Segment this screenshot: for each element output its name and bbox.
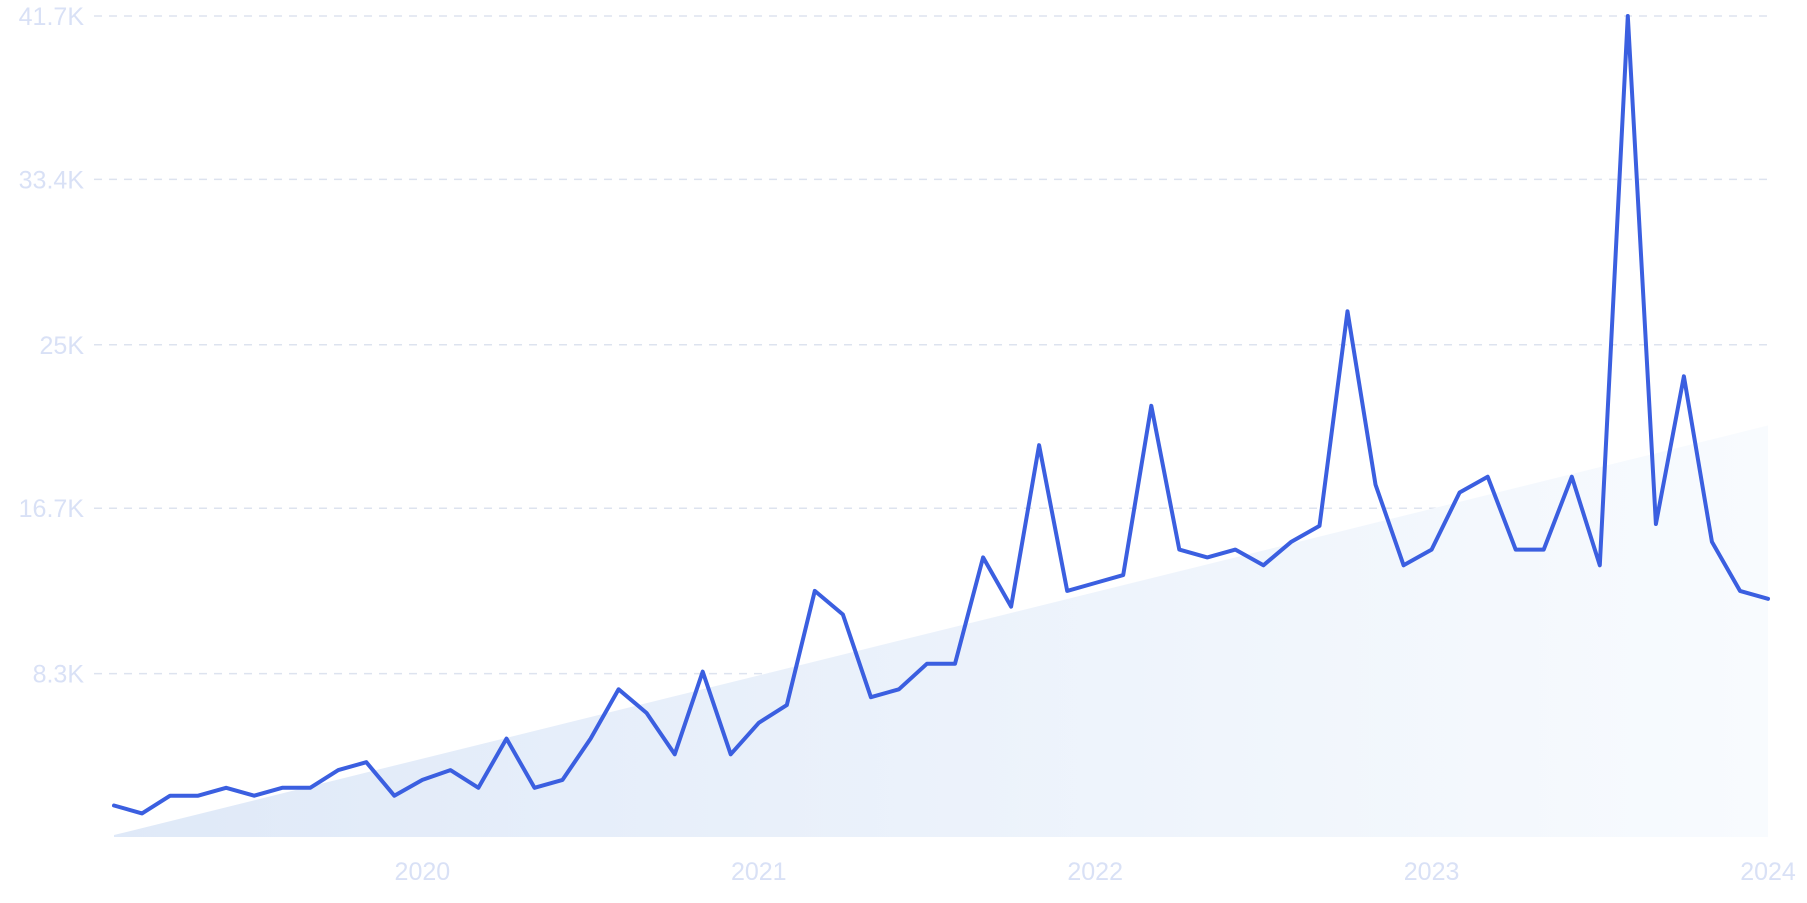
y-axis-ticks: 8.3K 16.7K 25K 33.4K 41.7K <box>19 3 85 689</box>
y-tick-label: 16.7K <box>19 495 85 523</box>
y-tick-label: 33.4K <box>19 166 85 194</box>
trend-fill <box>114 425 1768 837</box>
series-line-group <box>112 14 1770 816</box>
x-axis-ticks: 2020 2021 2022 2023 2024 <box>395 858 1796 886</box>
series-line <box>112 14 1770 816</box>
trend-area <box>114 425 1768 837</box>
y-tick-label: 41.7K <box>19 3 85 31</box>
x-tick-label: 2023 <box>1404 858 1460 886</box>
x-tick-label: 2022 <box>1067 858 1123 886</box>
y-tick-label: 8.3K <box>33 661 85 689</box>
x-tick-label: 2021 <box>731 858 787 886</box>
y-tick-label: 25K <box>40 332 85 360</box>
x-tick-label: 2020 <box>395 858 451 886</box>
x-tick-label: 2024 <box>1740 858 1796 886</box>
